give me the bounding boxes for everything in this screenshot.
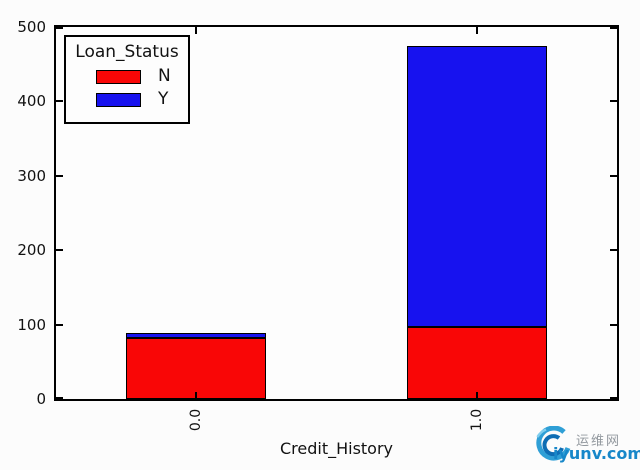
y-tick-label: 400: [17, 92, 46, 111]
stacked-bar: [126, 332, 267, 399]
y-tick-left: [56, 323, 63, 326]
x-tick-bottom: [195, 392, 198, 399]
y-tick-left: [56, 174, 63, 177]
y-tick-left: [56, 397, 63, 399]
legend-item-Y: Y: [96, 91, 188, 108]
bar-segment-Y: [406, 45, 547, 327]
x-axis-title: Credit_History: [279, 439, 394, 458]
bar-segment-Y: [126, 332, 267, 338]
watermark-site-name: 运维网: [576, 434, 622, 449]
legend-swatch-Y: [96, 92, 141, 107]
x-tick-bottom: [475, 392, 478, 399]
y-tick-right: [610, 249, 617, 252]
y-tick-right: [610, 27, 617, 29]
bar-segment-N: [406, 326, 547, 399]
y-tick-label: 200: [17, 241, 46, 260]
y-tick-right: [610, 397, 617, 399]
legend-swatch-N: [96, 69, 141, 84]
bar-segment-N: [126, 338, 267, 399]
wave-swirl-logo: [536, 426, 571, 461]
y-tick-left: [56, 249, 63, 252]
y-tick-right: [610, 100, 617, 103]
watermark-site-url: iyunv.com: [553, 444, 640, 463]
y-tick-left: [56, 27, 63, 29]
stacked-bar: [406, 45, 547, 399]
x-tick-top: [195, 27, 198, 34]
x-tick-label: 0.0: [188, 408, 205, 432]
y-tick-label: 300: [17, 166, 46, 185]
x-tick-top: [475, 27, 478, 34]
y-tick-right: [610, 174, 617, 177]
y-tick-right: [610, 323, 617, 326]
y-tick-label: 100: [17, 315, 46, 334]
legend-label-N: N: [158, 66, 171, 86]
legend-label-Y: Y: [158, 89, 169, 109]
legend-item-N: N: [96, 68, 188, 85]
y-tick-left: [56, 100, 63, 103]
y-tick-label: 0: [36, 390, 46, 408]
legend-title: Loan_Status: [75, 42, 179, 62]
y-tick-label: 500: [17, 18, 46, 36]
x-tick-label: 1.0: [468, 408, 485, 432]
